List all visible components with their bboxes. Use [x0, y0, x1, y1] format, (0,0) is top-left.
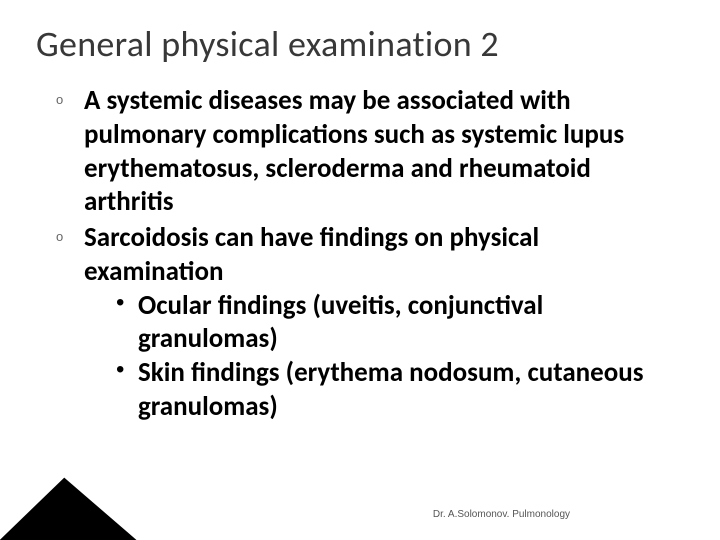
page-title: General physical examination 2 [36, 22, 684, 66]
sub-bullet-marker: • [116, 289, 124, 317]
bullet-text: A systemic diseases may be associated wi… [84, 84, 684, 219]
content-body: o A systemic diseases may be associated … [56, 84, 684, 424]
list-item: o Sarcoidosis can have findings on physi… [56, 221, 684, 424]
sub-list: • Ocular findings (uveitis, conjunctival… [116, 289, 684, 424]
slide: General physical examination 2 o A syste… [0, 0, 720, 540]
sub-bullet-text: Ocular findings (uveitis, conjunctival g… [138, 289, 684, 357]
sub-bullet-marker: • [116, 356, 124, 384]
sub-list-item: • Skin findings (erythema nodosum, cutan… [116, 356, 684, 424]
list-item: o A systemic diseases may be associated … [56, 84, 684, 219]
corner-decoration [0, 450, 180, 540]
bullet-text: Sarcoidosis can have findings on physica… [84, 221, 684, 289]
footer-credit: Dr. A.Solomonov. Pulmonology [433, 509, 570, 520]
bullet-marker: o [56, 229, 63, 244]
bullet-marker: o [56, 92, 63, 107]
decoration-triangle [0, 468, 145, 540]
sub-bullet-text: Skin findings (erythema nodosum, cutaneo… [138, 356, 684, 424]
sub-list-item: • Ocular findings (uveitis, conjunctival… [116, 289, 684, 357]
